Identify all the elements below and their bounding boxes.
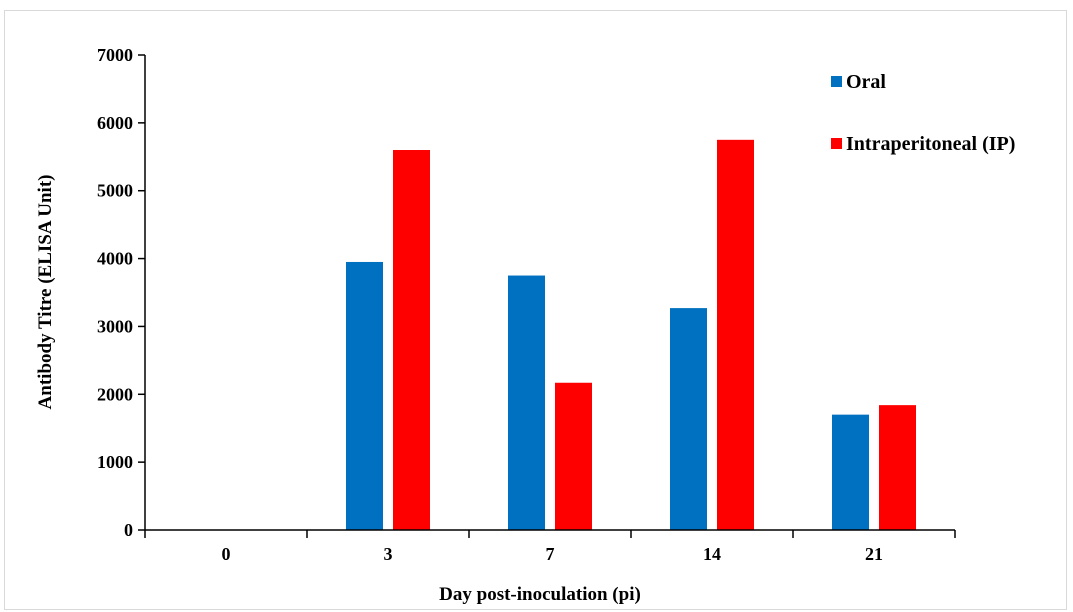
x-tick-label: 14 [703,544,721,564]
legend: Oral Intraperitoneal (IP) [831,71,1015,155]
y-tick-label: 4000 [97,249,133,269]
y-ticks-group: 0 1000 2000 3000 4000 5000 6000 7000 [97,45,145,540]
y-tick-label: 2000 [97,384,133,404]
y-tick-label: 6000 [97,113,133,133]
legend-label-oral: Oral [846,71,886,93]
bar-oral-day-3 [346,261,383,530]
bar-oral-day-21 [832,414,869,530]
y-axis-title: Antibody Titre (ELISA Unit) [35,175,56,410]
bar-ip-day-21 [879,405,916,530]
bar-ip-day-7 [555,382,592,530]
x-ticks-group: 0 3 7 14 21 [144,530,956,564]
y-tick-label: 5000 [97,181,133,201]
bar-oral-day-14 [670,308,707,530]
x-axis-title: Day post-inoculation (pi) [439,584,641,605]
x-tick-label: 3 [384,544,393,564]
y-tick-label: 3000 [97,316,133,336]
bar-oral-day-7 [508,275,545,530]
legend-swatch-oral [831,76,842,87]
y-tick-label: 1000 [97,452,133,472]
y-tick-label: 0 [124,520,133,540]
bar-ip-day-3 [393,150,430,530]
x-tick-label: 7 [546,544,555,564]
x-tick-label: 0 [222,544,231,564]
y-tick-label: 7000 [97,45,133,65]
x-tick-label: 21 [865,544,883,564]
bar-ip-day-14 [717,139,754,531]
bars-group [346,139,916,531]
legend-label-ip: Intraperitoneal (IP) [846,133,1015,155]
legend-swatch-ip [831,138,842,149]
axes-group [144,55,955,531]
